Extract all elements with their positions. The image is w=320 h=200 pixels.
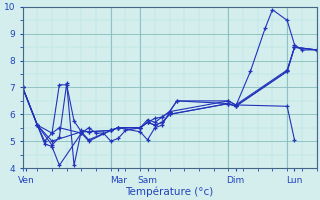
X-axis label: Température (°c): Température (°c) bbox=[125, 186, 214, 197]
